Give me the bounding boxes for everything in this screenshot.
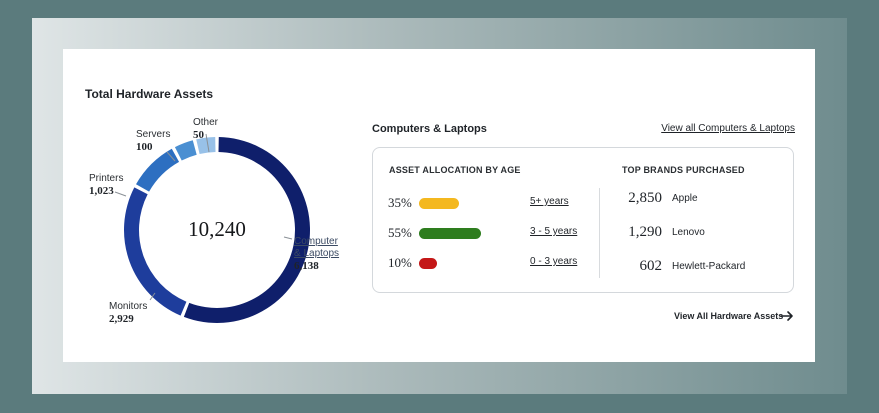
view-all-hardware-assets-link[interactable]: View All Hardware Assets bbox=[674, 311, 784, 321]
donut-slice-servers bbox=[174, 140, 197, 161]
age-range-link[interactable]: 3 - 5 years bbox=[530, 226, 578, 237]
label-monitors: Monitors 2,929 bbox=[109, 301, 148, 325]
brand-row-hp: 602 Hewlett-Packard bbox=[639, 258, 746, 274]
donut-total: 10,240 bbox=[188, 217, 246, 241]
details-panel: ASSET ALLOCATION BY AGE TOP BRANDS PURCH… bbox=[372, 147, 794, 293]
donut-slice-printers bbox=[136, 148, 180, 192]
age-bar bbox=[419, 198, 459, 209]
leader-computers bbox=[283, 236, 293, 240]
leader-printers bbox=[114, 191, 127, 197]
age-row-3to5: 55% 3 - 5 years bbox=[388, 225, 578, 240]
leader-monitors bbox=[149, 292, 156, 301]
panel-divider bbox=[599, 188, 600, 278]
age-bar bbox=[419, 258, 437, 269]
age-range-link[interactable]: 0 - 3 years bbox=[530, 256, 578, 267]
arrow-right-icon[interactable] bbox=[780, 310, 794, 322]
view-all-computers-link[interactable]: View all Computers & Laptops bbox=[661, 123, 795, 134]
section-title: Computers & Laptops bbox=[372, 123, 487, 135]
brand-row-apple: 2,850 Apple bbox=[628, 190, 698, 206]
donut-slice-other bbox=[196, 137, 216, 154]
label-other: Other 50 bbox=[193, 117, 219, 141]
age-range-link[interactable]: 5+ years bbox=[530, 196, 569, 207]
leader-servers bbox=[166, 151, 176, 162]
hardware-assets-card: Total Hardware Assets 10,240 Other 50 Se… bbox=[63, 49, 815, 362]
hardware-donut-chart bbox=[114, 133, 310, 323]
brand-row-lenovo: 1,290 Lenovo bbox=[628, 224, 705, 240]
donut-slice-monitors bbox=[123, 187, 187, 316]
age-row-5plus: 35% 5+ years bbox=[388, 195, 569, 210]
brands-heading: TOP BRANDS PURCHASED bbox=[622, 165, 745, 175]
card-title: Total Hardware Assets bbox=[85, 87, 214, 101]
allocation-heading: ASSET ALLOCATION BY AGE bbox=[389, 165, 521, 175]
leader-other bbox=[205, 133, 210, 153]
label-servers: Servers 100 bbox=[136, 129, 171, 153]
label-printers: Printers 1,023 bbox=[89, 173, 124, 197]
age-row-0to3: 10% 0 - 3 years bbox=[388, 255, 578, 270]
label-computers-laptops[interactable]: Computer & Laptops 6,138 bbox=[294, 236, 340, 272]
age-bar bbox=[419, 228, 481, 239]
